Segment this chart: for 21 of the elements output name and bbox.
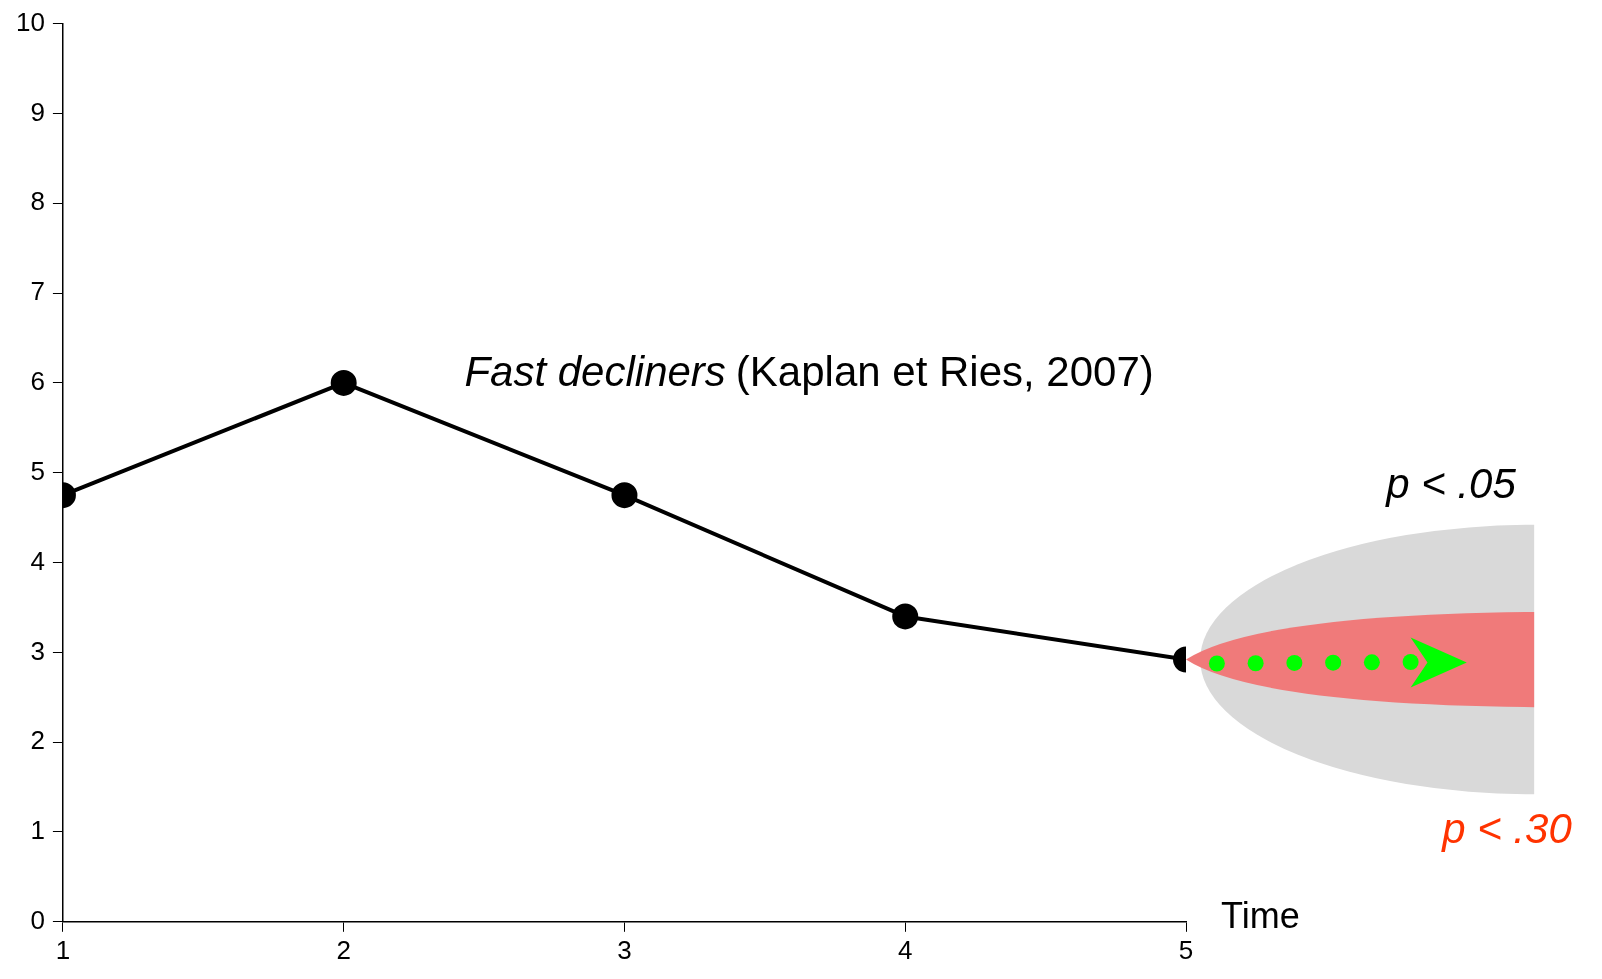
y-tick-label: 4 xyxy=(30,545,45,576)
annotation: (Kaplan et Ries, 2007) xyxy=(735,348,1154,396)
x-tick-label: 1 xyxy=(55,934,71,965)
annotation: Fast decliners xyxy=(464,348,726,396)
y-tick-label: 3 xyxy=(30,635,45,666)
x-tick-label: 5 xyxy=(1178,934,1194,965)
y-tick-label: 10 xyxy=(16,6,45,37)
text: p < .05 xyxy=(1386,459,1516,507)
x-tick-label: 3 xyxy=(617,934,632,965)
y-tick-label: 0 xyxy=(30,904,45,935)
y-tick-label: 7 xyxy=(30,276,45,307)
y-tick-label: 5 xyxy=(30,455,45,486)
x-tick-label: 2 xyxy=(336,934,351,965)
y-tick-label: 9 xyxy=(30,96,45,127)
text: p < .30 xyxy=(1442,805,1572,853)
y-tick-label: 6 xyxy=(30,366,45,397)
y-tick-label: 8 xyxy=(30,186,45,217)
y-tick-label: 1 xyxy=(30,815,45,846)
x-tick-label: 4 xyxy=(898,934,913,965)
y-tick-label: 2 xyxy=(30,725,45,756)
x-axis-title: Time xyxy=(1221,894,1300,936)
